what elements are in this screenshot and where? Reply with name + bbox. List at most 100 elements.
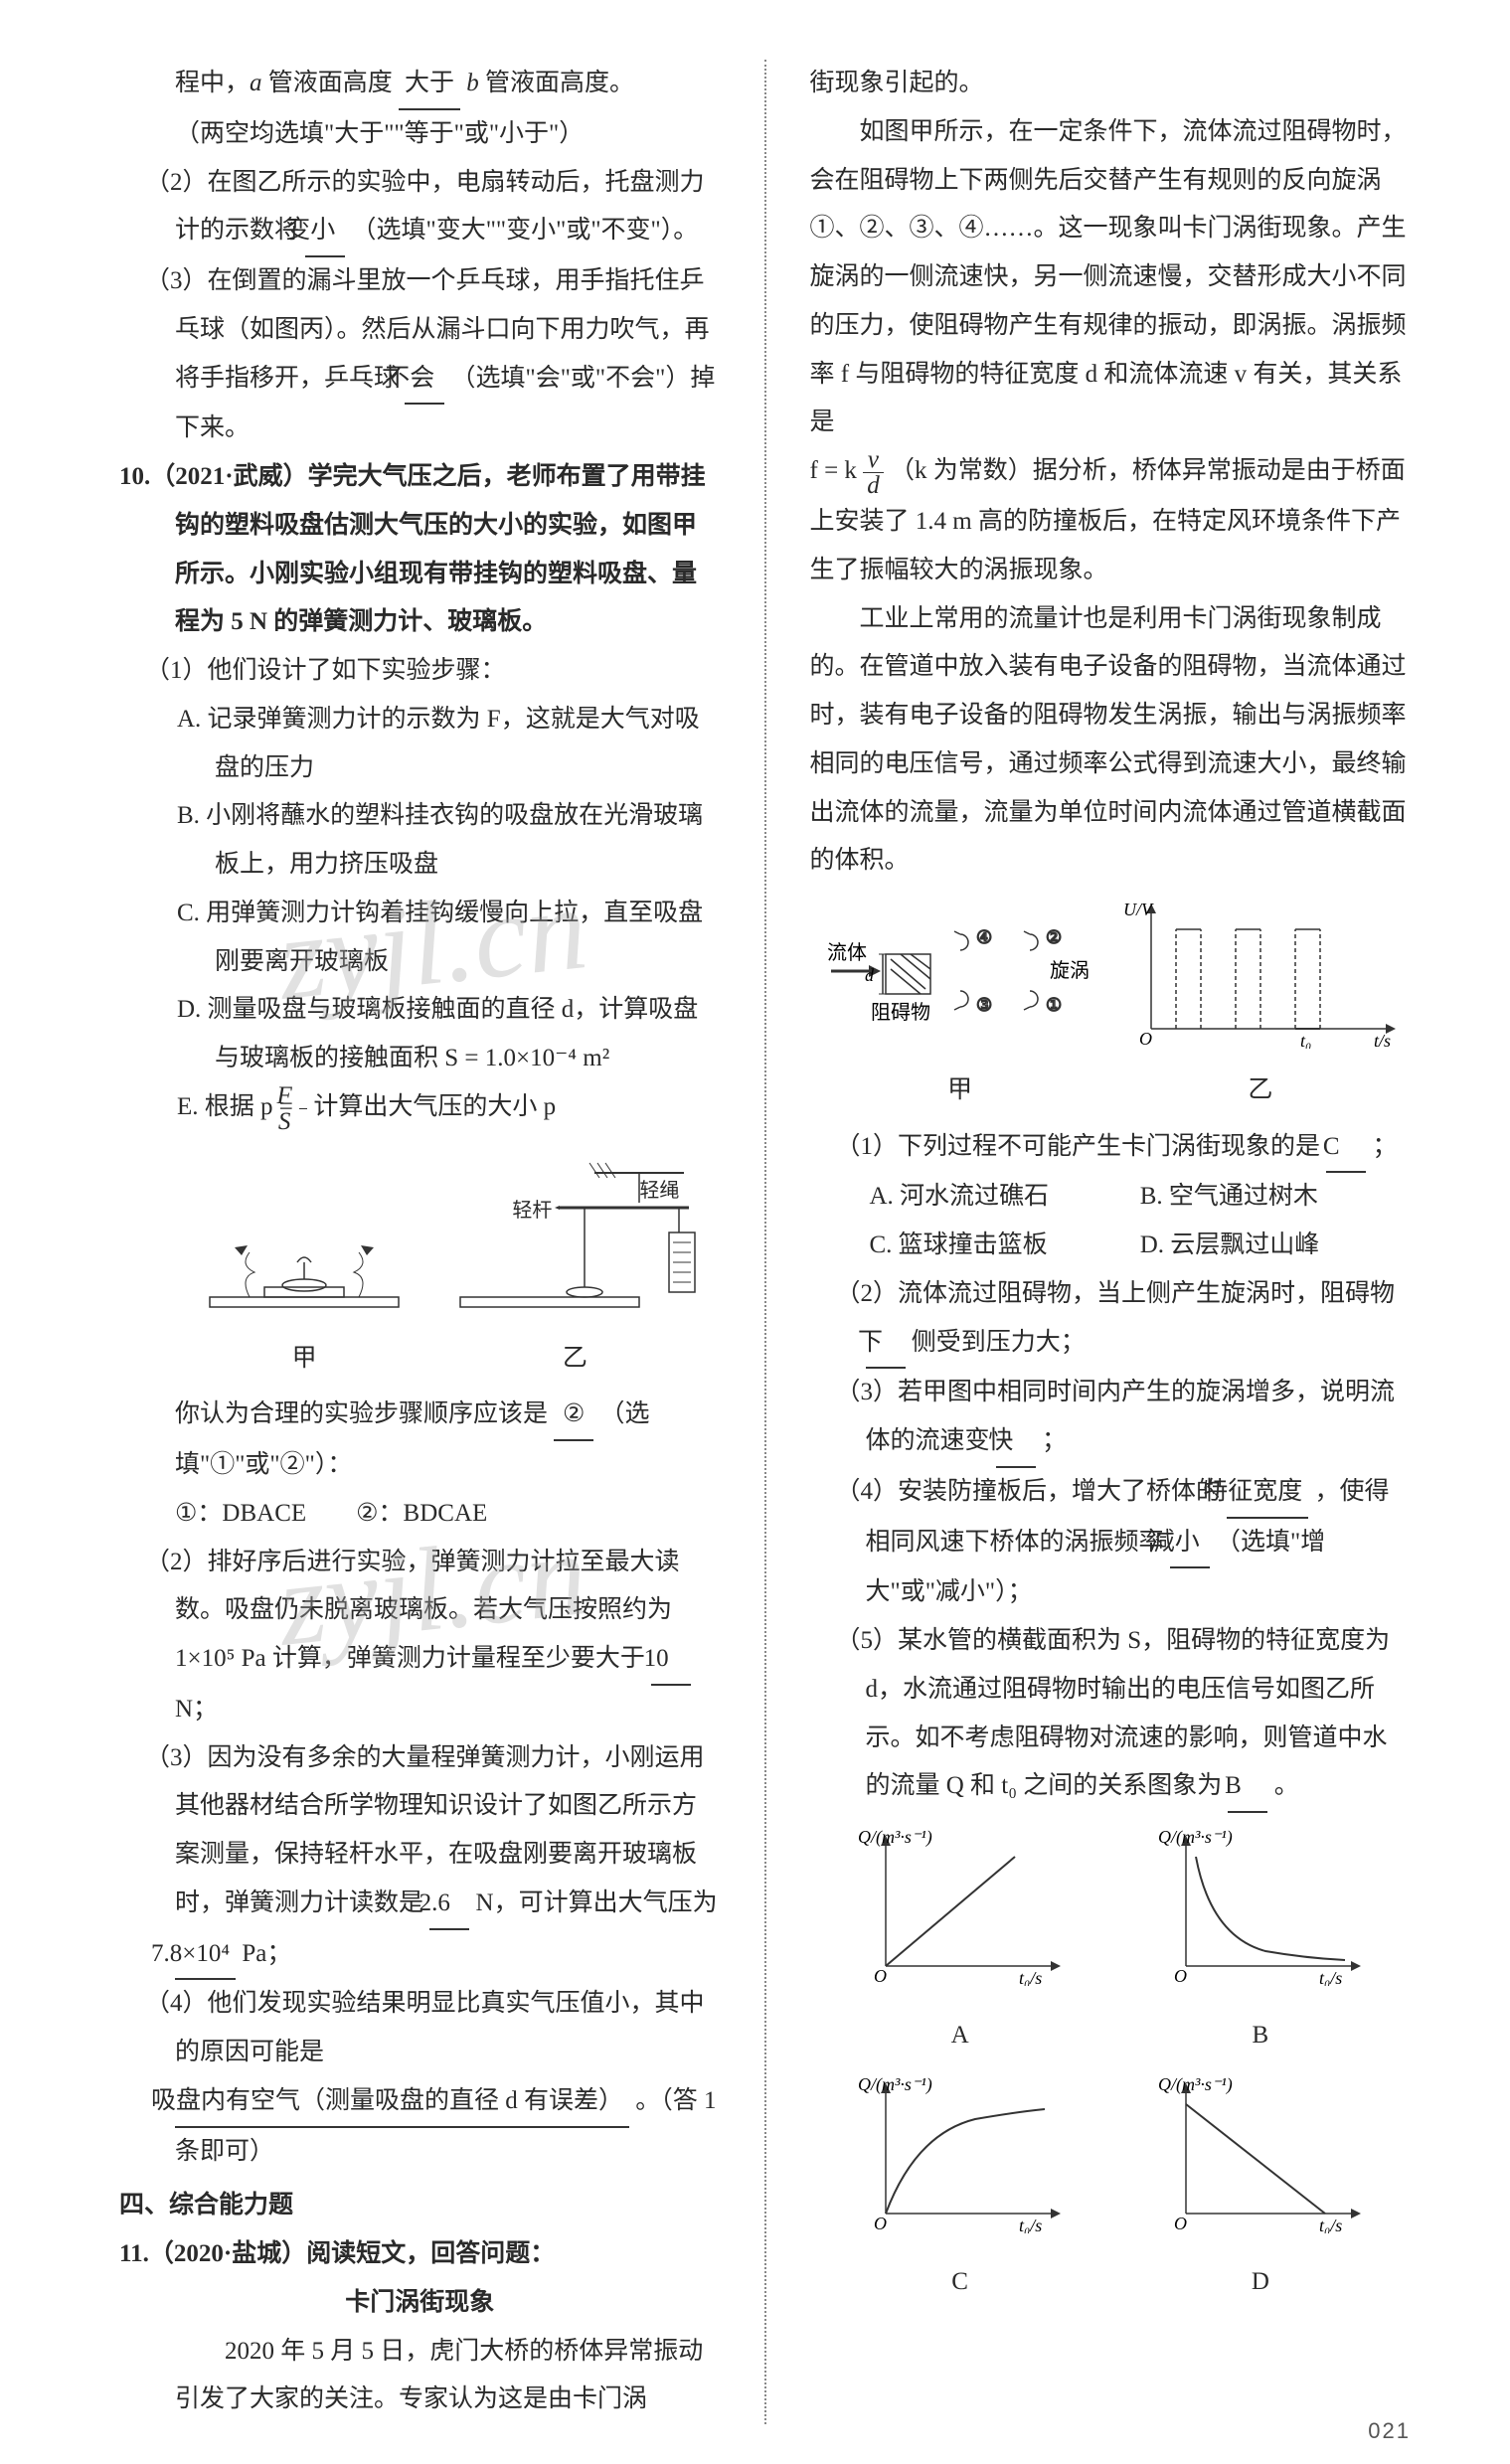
svg-text:O: O xyxy=(1139,1029,1152,1049)
graph-d-svg: Q/(m³·s⁻¹) t₀/s O xyxy=(1156,2074,1365,2233)
blank: 2.6 xyxy=(429,1880,469,1930)
txt: N，可计算出大气压为 xyxy=(476,1889,718,1916)
q11-intro: 2020 年 5 月 5 日，虎门大桥的桥体异常振动引发了大家的关注。专家认为这… xyxy=(119,2328,721,2425)
svg-text:t₀/s: t₀/s xyxy=(1019,1968,1042,1986)
caption: 乙 xyxy=(440,1335,709,1384)
txt: 你认为合理的实验步骤顺序应该是 xyxy=(175,1400,548,1427)
txt: Pa； xyxy=(242,1940,291,1967)
svg-text:③: ③ xyxy=(976,995,992,1015)
blank: 10 xyxy=(651,1635,691,1686)
graph-b: Q/(m³·s⁻¹) t₀/s O xyxy=(1156,1827,1365,2004)
graph-b-svg: Q/(m³·s⁻¹) t₀/s O xyxy=(1156,1827,1365,1986)
blank: 不会 xyxy=(405,355,444,406)
q10-p2: （2）排好序后进行实验，弹簧测力计拉至最大读数。吸盘仍未脱离玻璃板。若大气压按照… xyxy=(119,1539,721,1734)
svg-text:旋涡: 旋涡 xyxy=(1050,959,1090,982)
txt: 11.（2020·盐城）阅读短文，回答问题： xyxy=(119,2240,555,2267)
svg-text:t/s: t/s xyxy=(1374,1031,1391,1049)
opt-b: B. 空气通过树木 xyxy=(1140,1173,1411,1222)
svg-text:②: ② xyxy=(1046,927,1062,947)
svg-text:t₀/s: t₀/s xyxy=(1019,2216,1042,2233)
opt-d: D. 云层飘过山峰 xyxy=(1140,1222,1411,1270)
blank: 变小 xyxy=(305,207,345,257)
blank: B xyxy=(1228,1762,1267,1813)
q11-title: 卡门涡街现象 xyxy=(119,2279,721,2328)
svg-text:t₀/s: t₀/s xyxy=(1319,1968,1342,1986)
txt: 计算出大气压的大小 p xyxy=(307,1093,556,1120)
blank: 吸盘内有空气（测量吸盘的直径 d 有误差） xyxy=(175,2077,629,2128)
right-formula: f = k vd （k 为常数）据分析，桥体异常振动是由于桥面上安装了 1.4 … xyxy=(810,447,1412,595)
graph-a-svg: Q/(m³·s⁻¹) t₀/s O xyxy=(856,1827,1065,1986)
opt-a: A. 河水流过礁石 xyxy=(870,1173,1140,1222)
figure-jia: 甲 xyxy=(190,1148,419,1384)
blank: ② xyxy=(554,1391,593,1441)
q10-order-opts: ①：DBACE ②：BDCAE xyxy=(119,1490,721,1539)
caption: 甲 xyxy=(821,1067,1099,1115)
blank: C xyxy=(1326,1123,1366,1174)
q10-opt-e: E. 根据 p = FS 计算出大气压的大小 p xyxy=(119,1083,721,1134)
q10-opt-a: A. 记录弹簧测力计的示数为 F，这就是大气对吸盘的压力 xyxy=(119,696,721,793)
column-divider xyxy=(764,60,766,2424)
letter: A xyxy=(840,2012,1081,2060)
r-p1: （1）下列过程不可能产生卡门涡街现象的是 C ； xyxy=(810,1123,1412,1174)
txt: （2）排好序后进行实验，弹簧测力计拉至最大读数。吸盘仍未脱离玻璃板。若大气压按照… xyxy=(145,1549,680,1673)
svg-text:O: O xyxy=(1174,2214,1187,2233)
graph-d: Q/(m³·s⁻¹) t₀/s O xyxy=(1156,2074,1365,2251)
figure-jia-svg xyxy=(190,1148,419,1317)
graph-c: Q/(m³·s⁻¹) t₀/s O xyxy=(856,2074,1065,2251)
txt: 10.（2021·武威）学完大气压之后，老师布置了用带挂钩的塑料吸盘估测大气压的… xyxy=(119,463,706,635)
opt-c: C. 篮球撞击篮板 xyxy=(870,1222,1140,1270)
diagram-yi-svg: U/V t/s O t₀ xyxy=(1121,900,1400,1049)
left-column: 程中，a 管液面高度 大于 b 管液面高度。 （两空均选填"大于""等于"或"小… xyxy=(119,60,721,2424)
svg-text:Q/(m³·s⁻¹): Q/(m³·s⁻¹) xyxy=(858,1827,932,1848)
q10-opt-d: D. 测量吸盘与玻璃板接触面的直径 d，计算吸盘与玻璃板的接触面积 S = 1.… xyxy=(119,986,721,1083)
txt: （k 为常数）据分析，桥体异常振动是由于桥面上安装了 1.4 m 高的防撞板后，… xyxy=(810,457,1406,583)
txt: N； xyxy=(175,1696,218,1723)
cont-right: 街现象引起的。 xyxy=(810,60,1412,108)
r-p4: （4）安装防撞板后，增大了桥体的 特征宽度 ，使得相同风速下桥体的涡振频率 减小… xyxy=(810,1468,1412,1617)
q10-opt-c: C. 用弹簧测力计钩着挂钩缓慢向上拉，直至吸盘刚要离开玻璃板 xyxy=(119,890,721,987)
txt: （4）安装防撞板后，增大了桥体的 xyxy=(836,1478,1222,1505)
q10-stem: 10.（2021·武威）学完大气压之后，老师布置了用带挂钩的塑料吸盘估测大气压的… xyxy=(119,453,721,647)
svg-text:④: ④ xyxy=(976,927,992,947)
txt: （选填"变大""变小"或"不变"）。 xyxy=(352,217,699,244)
letter: C xyxy=(840,2258,1081,2307)
diagram-row: 流体 d 阻碍物 ④ ② xyxy=(810,900,1412,1115)
figure-yi: 轻杆 轻绳 乙 xyxy=(440,1148,709,1384)
svg-text:d: d xyxy=(865,965,875,985)
txt: （5）某水管的横截面积为 S，阻碍物的特征宽度为 d，水流通过阻碍物时输出的电压… xyxy=(836,1627,1391,1799)
q10-p4: （4）他们发现实验结果明显比真实气压值小，其中的原因可能是 吸盘内有空气（测量吸… xyxy=(119,1980,721,2176)
graph-c-svg: Q/(m³·s⁻¹) t₀/s O xyxy=(856,2074,1065,2233)
graph-row-1: Q/(m³·s⁻¹) t₀/s O Q/(m³·s⁻¹) t₀/s O xyxy=(810,1827,1412,2004)
right-para2: 工业上常用的流量计也是利用卡门涡街现象制成的。在管道中放入装有电子设备的阻碍物，… xyxy=(810,595,1412,887)
blank: 快 xyxy=(996,1417,1036,1468)
diagram-yi: U/V t/s O t₀ 乙 xyxy=(1121,900,1400,1115)
diagram-jia: 流体 d 阻碍物 ④ ② xyxy=(821,900,1099,1115)
svg-text:阻碍物: 阻碍物 xyxy=(871,1001,930,1024)
diagram-jia-svg: 流体 d 阻碍物 ④ ② xyxy=(821,900,1099,1049)
right-column: 街现象引起的。 如图甲所示，在一定条件下，流体流过阻碍物时，会在阻碍物上下两侧先… xyxy=(810,60,1412,2424)
txt: （3）若甲图中相同时间内产生的旋涡增多，说明流体的流速变 xyxy=(836,1379,1396,1454)
svg-text:Q/(m³·s⁻¹): Q/(m³·s⁻¹) xyxy=(1158,1827,1233,1848)
opt-row-2: C. 篮球撞击篮板 D. 云层飘过山峰 xyxy=(810,1222,1412,1270)
opt-row-1: A. 河水流过礁石 B. 空气通过树木 xyxy=(810,1173,1412,1222)
letter: D xyxy=(1140,2258,1381,2307)
txt: （1）下列过程不可能产生卡门涡街现象的是 xyxy=(836,1133,1321,1160)
blank: 减小 xyxy=(1170,1519,1210,1569)
q10-opt-b: B. 小刚将蘸水的塑料挂衣钩的吸盘放在光滑玻璃板上，用力挤压吸盘 xyxy=(119,792,721,890)
sub-2: （2）在图乙所示的实验中，电扇转动后，托盘测力计的示数将 变小 （选填"变大""… xyxy=(119,159,721,258)
q10-p1: （1）他们设计了如下实验步骤： xyxy=(119,647,721,696)
label: 轻杆 xyxy=(512,1192,552,1231)
q10-p3: （3）因为没有多余的大量程弹簧测力计，小刚运用其他器材结合所学物理知识设计了如图… xyxy=(119,1734,721,1981)
q10-order: 你认为合理的实验步骤顺序应该是 ② （选填"①"或"②"）： xyxy=(119,1391,721,1490)
txt: 侧受到压力大； xyxy=(912,1329,1086,1356)
txt: ； xyxy=(1042,1427,1067,1454)
blank: 7.8×10⁴ xyxy=(175,1930,236,1981)
graph-a: Q/(m³·s⁻¹) t₀/s O xyxy=(856,1827,1065,2004)
svg-text:t₀: t₀ xyxy=(1300,1031,1311,1049)
page-number: 021 xyxy=(1368,2418,1411,2444)
txt: 程中， xyxy=(175,70,250,96)
r-p5: （5）某水管的横截面积为 S，阻碍物的特征宽度为 d，水流通过阻碍物时输出的电压… xyxy=(810,1617,1412,1813)
svg-text:Q/(m³·s⁻¹): Q/(m³·s⁻¹) xyxy=(1158,2074,1233,2095)
txt: （2）流体流过阻碍物，当上侧产生旋涡时，阻碍物 xyxy=(836,1280,1396,1307)
txt: （4）他们发现实验结果明显比真实气压值小，其中的原因可能是 xyxy=(145,1990,705,2065)
